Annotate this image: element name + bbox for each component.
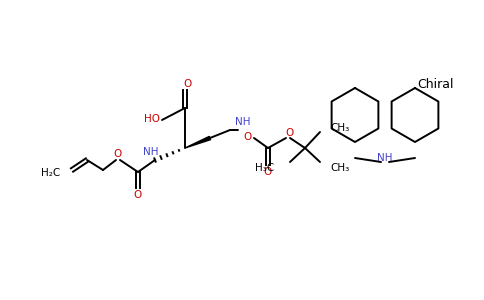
Text: H₂C: H₂C: [41, 168, 60, 178]
Text: NH: NH: [143, 147, 159, 157]
Text: H₃C: H₃C: [255, 163, 274, 173]
Polygon shape: [185, 136, 211, 148]
Text: CH₃: CH₃: [330, 163, 349, 173]
Text: HO: HO: [144, 114, 160, 124]
Text: O: O: [134, 190, 142, 200]
Text: NH: NH: [377, 153, 393, 163]
Text: O: O: [183, 79, 191, 89]
Text: NH: NH: [235, 117, 251, 127]
Text: O: O: [244, 132, 252, 142]
Text: O: O: [113, 149, 121, 159]
Text: Chiral: Chiral: [417, 79, 453, 92]
Text: CH₃: CH₃: [330, 123, 349, 133]
Text: O: O: [264, 167, 272, 177]
Text: O: O: [285, 128, 293, 138]
